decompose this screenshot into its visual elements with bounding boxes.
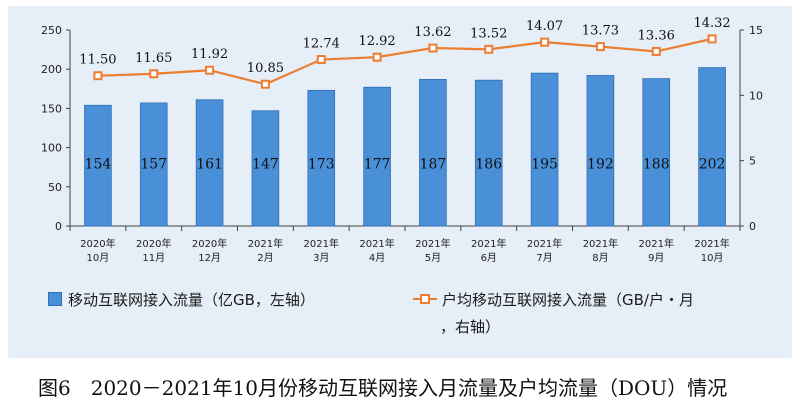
line-point — [651, 46, 661, 56]
bar — [474, 79, 503, 227]
y-left-tick-label: 150 — [41, 102, 62, 115]
line-point — [428, 43, 438, 53]
x-tick-label-month: 3月 — [313, 252, 329, 264]
x-tick-label-month: 9月 — [648, 252, 664, 264]
x-tick-label-month: 12月 — [198, 252, 221, 264]
x-tick-label-year: 2020年 — [192, 237, 227, 250]
chart-panel: 0 50 100 150 200 250 0 5 10 15 154 157 161 147 173 177 1… — [8, 6, 792, 358]
line-point — [93, 71, 103, 81]
x-tick-label-year: 2021年 — [694, 237, 729, 250]
bar-data-label: 192 — [587, 156, 614, 172]
bar — [642, 78, 671, 227]
line-point — [707, 34, 717, 44]
y-left-tick-label: 200 — [41, 63, 62, 76]
x-tick-label-month: 10月 — [87, 252, 110, 264]
bar-data-label: 188 — [643, 156, 670, 172]
y-right-tick-label: 10 — [749, 89, 763, 102]
bar — [363, 86, 391, 227]
bar — [195, 99, 224, 227]
combo-chart: 0 50 100 150 200 250 0 5 10 15 154 157 161 147 173 177 1… — [41, 16, 763, 264]
bar — [139, 102, 168, 227]
y-right-tick-label: 15 — [749, 24, 763, 37]
line-point — [260, 79, 270, 89]
x-tick-label-month: 5月 — [425, 252, 441, 264]
line-data-label: 14.32 — [693, 16, 730, 31]
bar-data-label: 154 — [85, 156, 112, 172]
x-tick-label-month: 10月 — [701, 252, 724, 264]
bar-data-label: 173 — [308, 156, 335, 172]
legend-bar-swatch — [48, 292, 62, 306]
bar-data-label: 157 — [140, 156, 167, 172]
legend-line-cont: ，右轴） — [440, 316, 500, 337]
x-tick-label-year: 2021年 — [248, 237, 283, 250]
line-data-label: 12.74 — [303, 37, 340, 52]
bar — [419, 78, 447, 227]
x-tick-label-year: 2021年 — [527, 237, 562, 250]
x-tick-label-year: 2021年 — [583, 237, 618, 250]
y-right-tick-label: 5 — [749, 155, 756, 168]
bar-data-label: 177 — [364, 156, 391, 172]
x-tick-label-month: 8月 — [592, 252, 608, 264]
figure-caption: 图6 2020－2021年10月份移动互联网接入月流量及户均流量（DOU）情况 — [38, 376, 728, 400]
bar — [698, 67, 726, 227]
line-point — [484, 44, 494, 54]
line-data-label: 11.65 — [135, 51, 172, 66]
line-point — [316, 55, 326, 65]
line-data-label: 11.50 — [79, 53, 116, 68]
bar — [84, 104, 112, 227]
legend-line-label-2: ，右轴） — [440, 318, 501, 336]
bar-data-label: 147 — [252, 156, 279, 172]
x-tick-label-year: 2021年 — [304, 237, 339, 250]
bar-data-label: 186 — [475, 156, 502, 172]
y-left-tick-label: 250 — [41, 24, 62, 37]
legend-bar-label: 移动互联网接入流量（亿GB，左轴） — [68, 291, 315, 309]
x-tick-label-month: 11月 — [142, 252, 165, 264]
bar-data-label: 195 — [531, 156, 558, 172]
x-tick-label-month: 4月 — [369, 252, 385, 264]
x-tick-label-month: 7月 — [536, 252, 552, 264]
line-data-label: 11.92 — [191, 47, 228, 62]
y-left-tick-label: 0 — [55, 220, 62, 233]
bar — [530, 72, 559, 227]
bar — [586, 75, 615, 227]
x-tick-label-year: 2021年 — [471, 237, 506, 250]
x-tick-label-month: 6月 — [481, 252, 497, 264]
line-data-label: 14.07 — [526, 19, 563, 34]
line-point — [149, 69, 159, 79]
y-left-tick-label: 50 — [48, 181, 62, 194]
bar-data-label: 161 — [196, 156, 223, 172]
bar-data-label: 187 — [420, 156, 447, 172]
x-tick-label-year: 2020年 — [136, 237, 171, 250]
line-data-label: 12.92 — [358, 34, 395, 49]
x-tick-label-year: 2021年 — [415, 237, 450, 250]
line-point — [595, 42, 605, 52]
legend-line: 户均移动互联网接入流量（GB/户・月 — [412, 289, 694, 310]
line-point — [540, 37, 550, 47]
bar — [251, 110, 280, 227]
line-data-label: 13.62 — [414, 25, 451, 40]
line-data-label: 13.73 — [582, 24, 619, 39]
line-point — [372, 52, 382, 62]
x-tick-label-year: 2021年 — [639, 237, 674, 250]
bar-data-label: 202 — [699, 156, 726, 172]
legend-line-label-1: 户均移动互联网接入流量（GB/户・月 — [442, 291, 694, 309]
x-tick-label-year: 2020年 — [80, 237, 115, 250]
legend-bar: 移动互联网接入流量（亿GB，左轴） — [48, 289, 315, 310]
legend-line-swatch — [413, 294, 437, 304]
line-series — [97, 37, 713, 86]
x-tick-label-year: 2021年 — [359, 237, 394, 250]
y-right-tick-label: 0 — [749, 220, 756, 233]
y-left-tick-label: 100 — [41, 142, 62, 155]
line-point — [205, 65, 215, 75]
line-data-label: 13.52 — [470, 26, 507, 41]
line-data-label: 13.36 — [638, 28, 675, 43]
bar — [307, 89, 336, 227]
line-data-label: 10.85 — [247, 61, 284, 76]
x-tick-label-month: 2月 — [257, 252, 273, 264]
